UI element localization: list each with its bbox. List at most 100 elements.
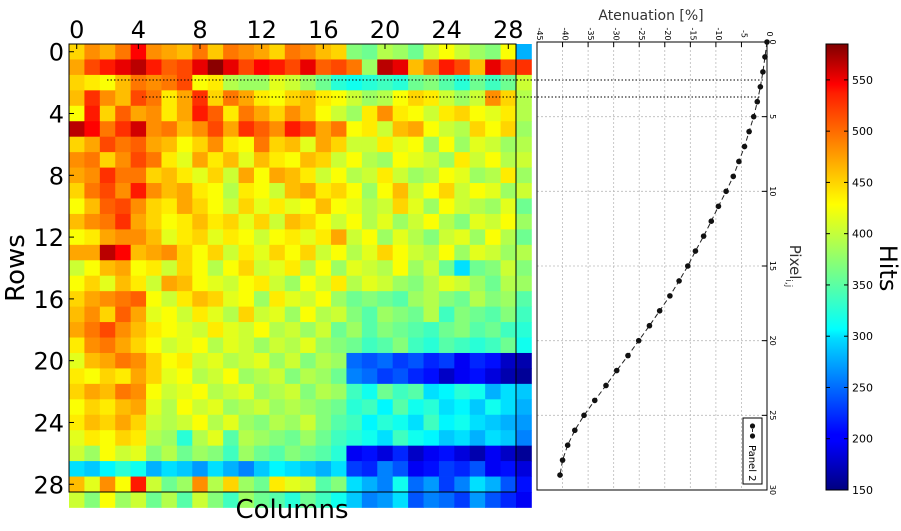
heatmap-cell — [300, 322, 317, 338]
heatmap-cell — [500, 244, 517, 261]
heatmap-cell — [207, 476, 224, 493]
heatmap-cell — [284, 74, 301, 91]
heatmap-cell — [115, 492, 132, 508]
heatmap-cell — [377, 152, 394, 168]
heatmap-cell — [99, 414, 116, 431]
heatmap-cell — [84, 74, 101, 91]
heatmap-cell — [438, 244, 455, 261]
heatmap-cell — [331, 291, 347, 308]
attenuation-x-axis-label: Atenuation [%] — [598, 8, 703, 24]
heatmap-cell — [516, 152, 532, 168]
heatmap-cell — [377, 476, 394, 493]
heatmap-cell — [454, 430, 471, 447]
heatmap-cell — [361, 44, 378, 60]
heatmap-cell — [161, 74, 178, 91]
colorbar-tick-label: 450 — [852, 176, 873, 189]
heatmap-cell — [84, 476, 101, 493]
heatmap-cell — [485, 430, 501, 447]
heatmap-cell — [253, 337, 270, 354]
heatmap-cell — [161, 275, 178, 292]
heatmap-cell — [69, 121, 85, 138]
heatmap-cell — [207, 337, 224, 354]
heatmap-cell — [423, 476, 440, 493]
heatmap-cell — [315, 352, 332, 369]
heatmap-cell — [361, 183, 378, 199]
heatmap-cell — [130, 383, 147, 400]
heatmap-cell — [331, 244, 347, 261]
heatmap-cell — [423, 229, 440, 246]
attenuation-y-axis-label: Pixel — [786, 245, 804, 280]
heatmap-cell — [377, 260, 394, 277]
heatmap-cell — [500, 136, 517, 153]
heatmap-cell — [361, 90, 378, 107]
heatmap-cell — [207, 306, 224, 323]
heatmap-cell — [176, 275, 193, 292]
heatmap-cell — [223, 383, 239, 400]
heatmap-cell — [192, 492, 209, 508]
heatmap-cell — [392, 492, 409, 508]
attenuation-data-point — [581, 412, 587, 419]
attenuation-data-point — [684, 263, 691, 269]
heatmap-cell — [485, 322, 501, 338]
heatmap-cell — [392, 244, 409, 261]
heatmap-cell — [423, 368, 440, 385]
heatmap-cell — [346, 352, 363, 369]
heatmap-cell — [438, 368, 455, 385]
heatmap-cell — [253, 105, 270, 122]
heatmap-cell — [469, 275, 486, 292]
heatmap-cell — [346, 74, 363, 91]
heatmap-cell — [361, 59, 378, 76]
heatmap-cell — [300, 121, 317, 138]
attenuation-data-point — [572, 427, 578, 434]
heatmap-cell — [99, 121, 116, 138]
heatmap-cell — [176, 383, 193, 400]
heatmap-cell — [331, 461, 347, 477]
heatmap-cell — [99, 90, 116, 107]
heatmap-cell — [176, 244, 193, 261]
heatmap-cell — [269, 383, 286, 400]
heatmap-cell — [423, 430, 440, 447]
heatmap-cell — [115, 167, 132, 184]
heatmap-cell — [485, 383, 501, 400]
heatmap-cell — [115, 445, 132, 462]
heatmap-cell — [315, 430, 332, 447]
heatmap-cell — [238, 352, 255, 369]
heatmap-cell — [392, 414, 409, 431]
heatmap-cell — [207, 244, 224, 261]
heatmap-cell — [207, 74, 224, 91]
heatmap-cell — [269, 229, 286, 246]
heatmap-cell — [377, 136, 394, 153]
attenuation-data-point — [700, 233, 707, 239]
heatmap-cell — [438, 275, 455, 292]
heatmap-cell — [99, 368, 116, 385]
heatmap-cell — [331, 414, 347, 431]
heatmap-cell — [192, 44, 209, 60]
heatmap-cell — [130, 183, 147, 199]
heatmap-cell — [99, 492, 116, 508]
heatmap-cell — [115, 414, 132, 431]
heatmap-cell — [115, 44, 132, 60]
heatmap-cell — [300, 213, 317, 230]
heatmap-cell — [392, 167, 409, 184]
heatmap-x-tick-label: 4 — [131, 16, 146, 44]
heatmap-cell — [161, 492, 178, 508]
heatmap-cell — [84, 383, 101, 400]
heatmap-cell — [99, 167, 116, 184]
heatmap-cells — [69, 44, 532, 508]
heatmap-cell — [438, 90, 455, 107]
heatmap-cell — [115, 291, 132, 308]
heatmap-cell — [377, 229, 394, 246]
heatmap-cell — [300, 198, 317, 215]
attenuation-y-tick-label: 0 — [768, 39, 777, 44]
heatmap-cell — [207, 90, 224, 107]
heatmap-cell — [315, 337, 332, 354]
heatmap-cell — [361, 260, 378, 277]
heatmap-cell — [469, 260, 486, 277]
heatmap-cell — [130, 492, 147, 508]
heatmap-cell — [161, 152, 178, 168]
heatmap-cell — [346, 368, 363, 385]
heatmap-cell — [516, 476, 532, 493]
heatmap-y-tick-label: 24 — [33, 409, 64, 437]
heatmap-cell — [253, 260, 270, 277]
heatmap-cell — [207, 152, 224, 168]
